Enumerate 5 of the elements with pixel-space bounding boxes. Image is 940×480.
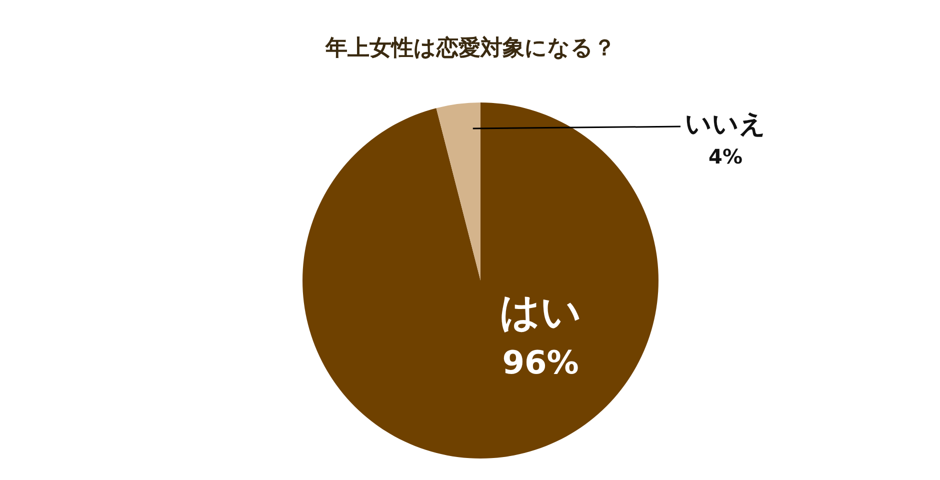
chart-title: 年上女性は恋愛対象になる？	[324, 35, 616, 61]
slice-label: はい	[500, 290, 582, 336]
data-label: 96%	[502, 344, 579, 382]
data-label: 4%	[708, 144, 742, 168]
slice-label: いいえ	[685, 110, 766, 140]
